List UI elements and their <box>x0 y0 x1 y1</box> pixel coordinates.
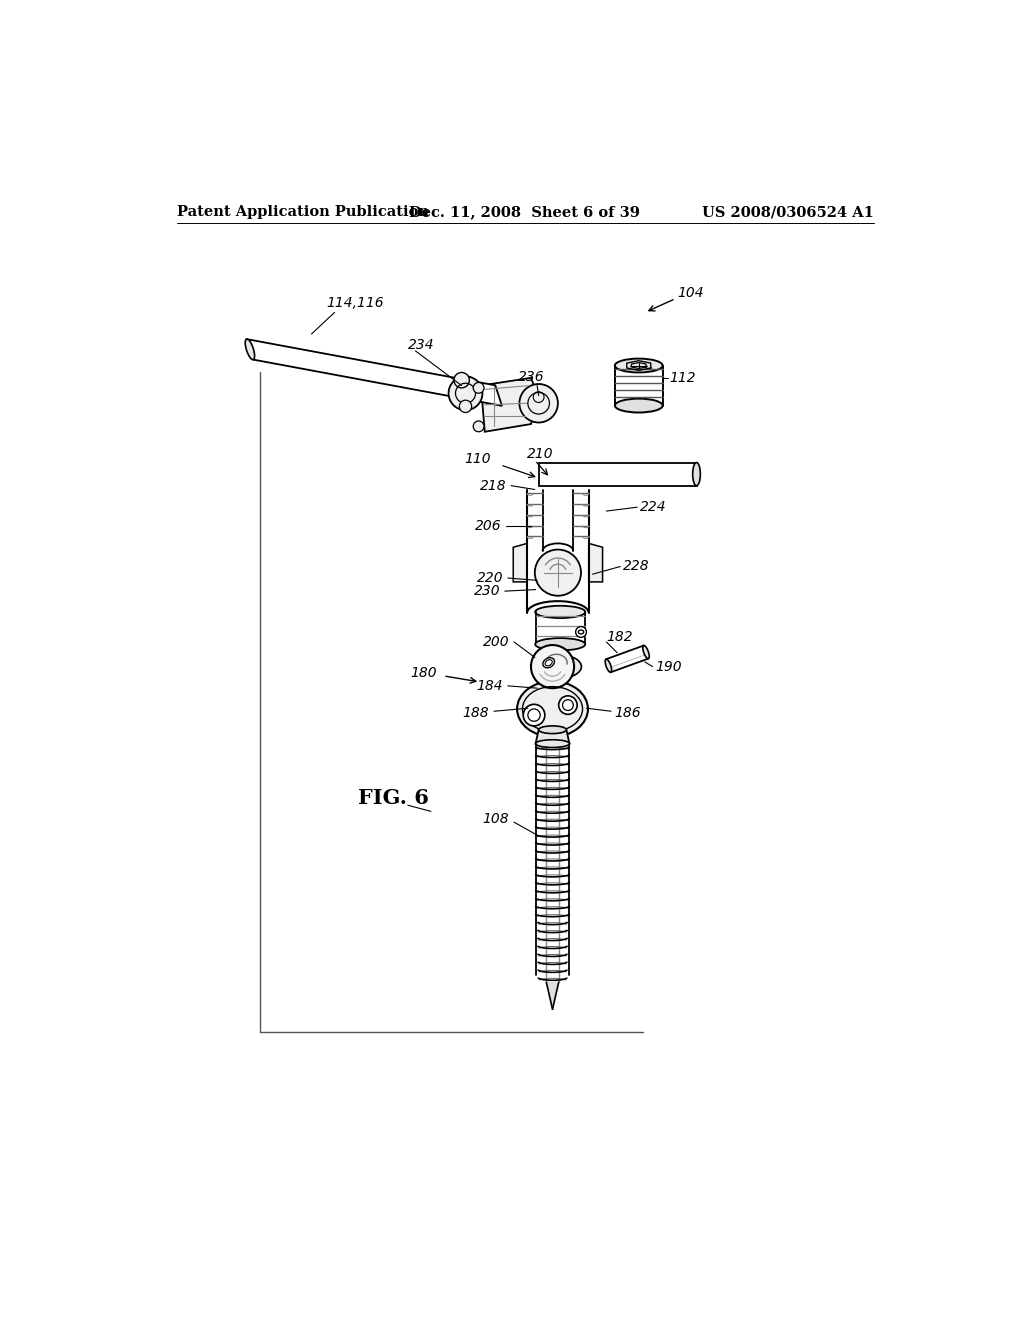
Ellipse shape <box>517 681 588 737</box>
Text: 190: 190 <box>655 660 682 673</box>
Text: 220: 220 <box>476 572 503 585</box>
Circle shape <box>473 421 484 432</box>
Ellipse shape <box>245 339 255 359</box>
Text: FIG. 6: FIG. 6 <box>358 788 429 808</box>
Text: 108: 108 <box>482 812 509 826</box>
Circle shape <box>575 627 587 638</box>
Text: 200: 200 <box>482 635 509 649</box>
Polygon shape <box>547 982 559 1010</box>
Circle shape <box>531 645 574 688</box>
Text: 182: 182 <box>606 631 633 644</box>
Ellipse shape <box>539 655 582 678</box>
Circle shape <box>535 549 581 595</box>
Ellipse shape <box>543 657 554 668</box>
Text: 112: 112 <box>670 371 696 385</box>
Polygon shape <box>539 462 696 486</box>
Circle shape <box>559 696 578 714</box>
Ellipse shape <box>605 659 611 672</box>
Text: 110: 110 <box>464 451 490 466</box>
Polygon shape <box>589 544 602 582</box>
Text: 104: 104 <box>677 286 703 300</box>
Polygon shape <box>481 378 539 432</box>
Circle shape <box>523 705 545 726</box>
Text: 210: 210 <box>527 447 554 461</box>
Text: 228: 228 <box>624 560 650 573</box>
Polygon shape <box>536 730 569 743</box>
Text: 218: 218 <box>479 479 506 492</box>
Circle shape <box>454 372 469 388</box>
Circle shape <box>460 400 472 412</box>
Ellipse shape <box>579 630 584 634</box>
Text: 188: 188 <box>463 706 489 719</box>
Text: 236: 236 <box>518 370 545 384</box>
Text: US 2008/0306524 A1: US 2008/0306524 A1 <box>701 206 873 219</box>
Text: 186: 186 <box>614 706 641 719</box>
Circle shape <box>473 383 484 393</box>
Polygon shape <box>544 684 562 688</box>
Polygon shape <box>247 339 502 405</box>
Ellipse shape <box>692 462 700 486</box>
Text: 180: 180 <box>411 665 437 680</box>
Text: 224: 224 <box>640 500 667 515</box>
Text: 184: 184 <box>476 678 503 693</box>
Polygon shape <box>513 544 527 582</box>
Ellipse shape <box>539 726 566 734</box>
Ellipse shape <box>536 638 586 651</box>
Text: 206: 206 <box>475 520 502 533</box>
Ellipse shape <box>536 606 586 618</box>
Ellipse shape <box>536 739 569 747</box>
Circle shape <box>449 376 482 411</box>
Ellipse shape <box>614 359 663 372</box>
Ellipse shape <box>614 399 663 412</box>
Circle shape <box>519 384 558 422</box>
Text: 230: 230 <box>473 585 500 598</box>
Text: 114,116: 114,116 <box>327 296 384 310</box>
Text: Dec. 11, 2008  Sheet 6 of 39: Dec. 11, 2008 Sheet 6 of 39 <box>410 206 640 219</box>
Text: 234: 234 <box>409 338 435 351</box>
Text: Patent Application Publication: Patent Application Publication <box>177 206 429 219</box>
Ellipse shape <box>643 645 649 659</box>
